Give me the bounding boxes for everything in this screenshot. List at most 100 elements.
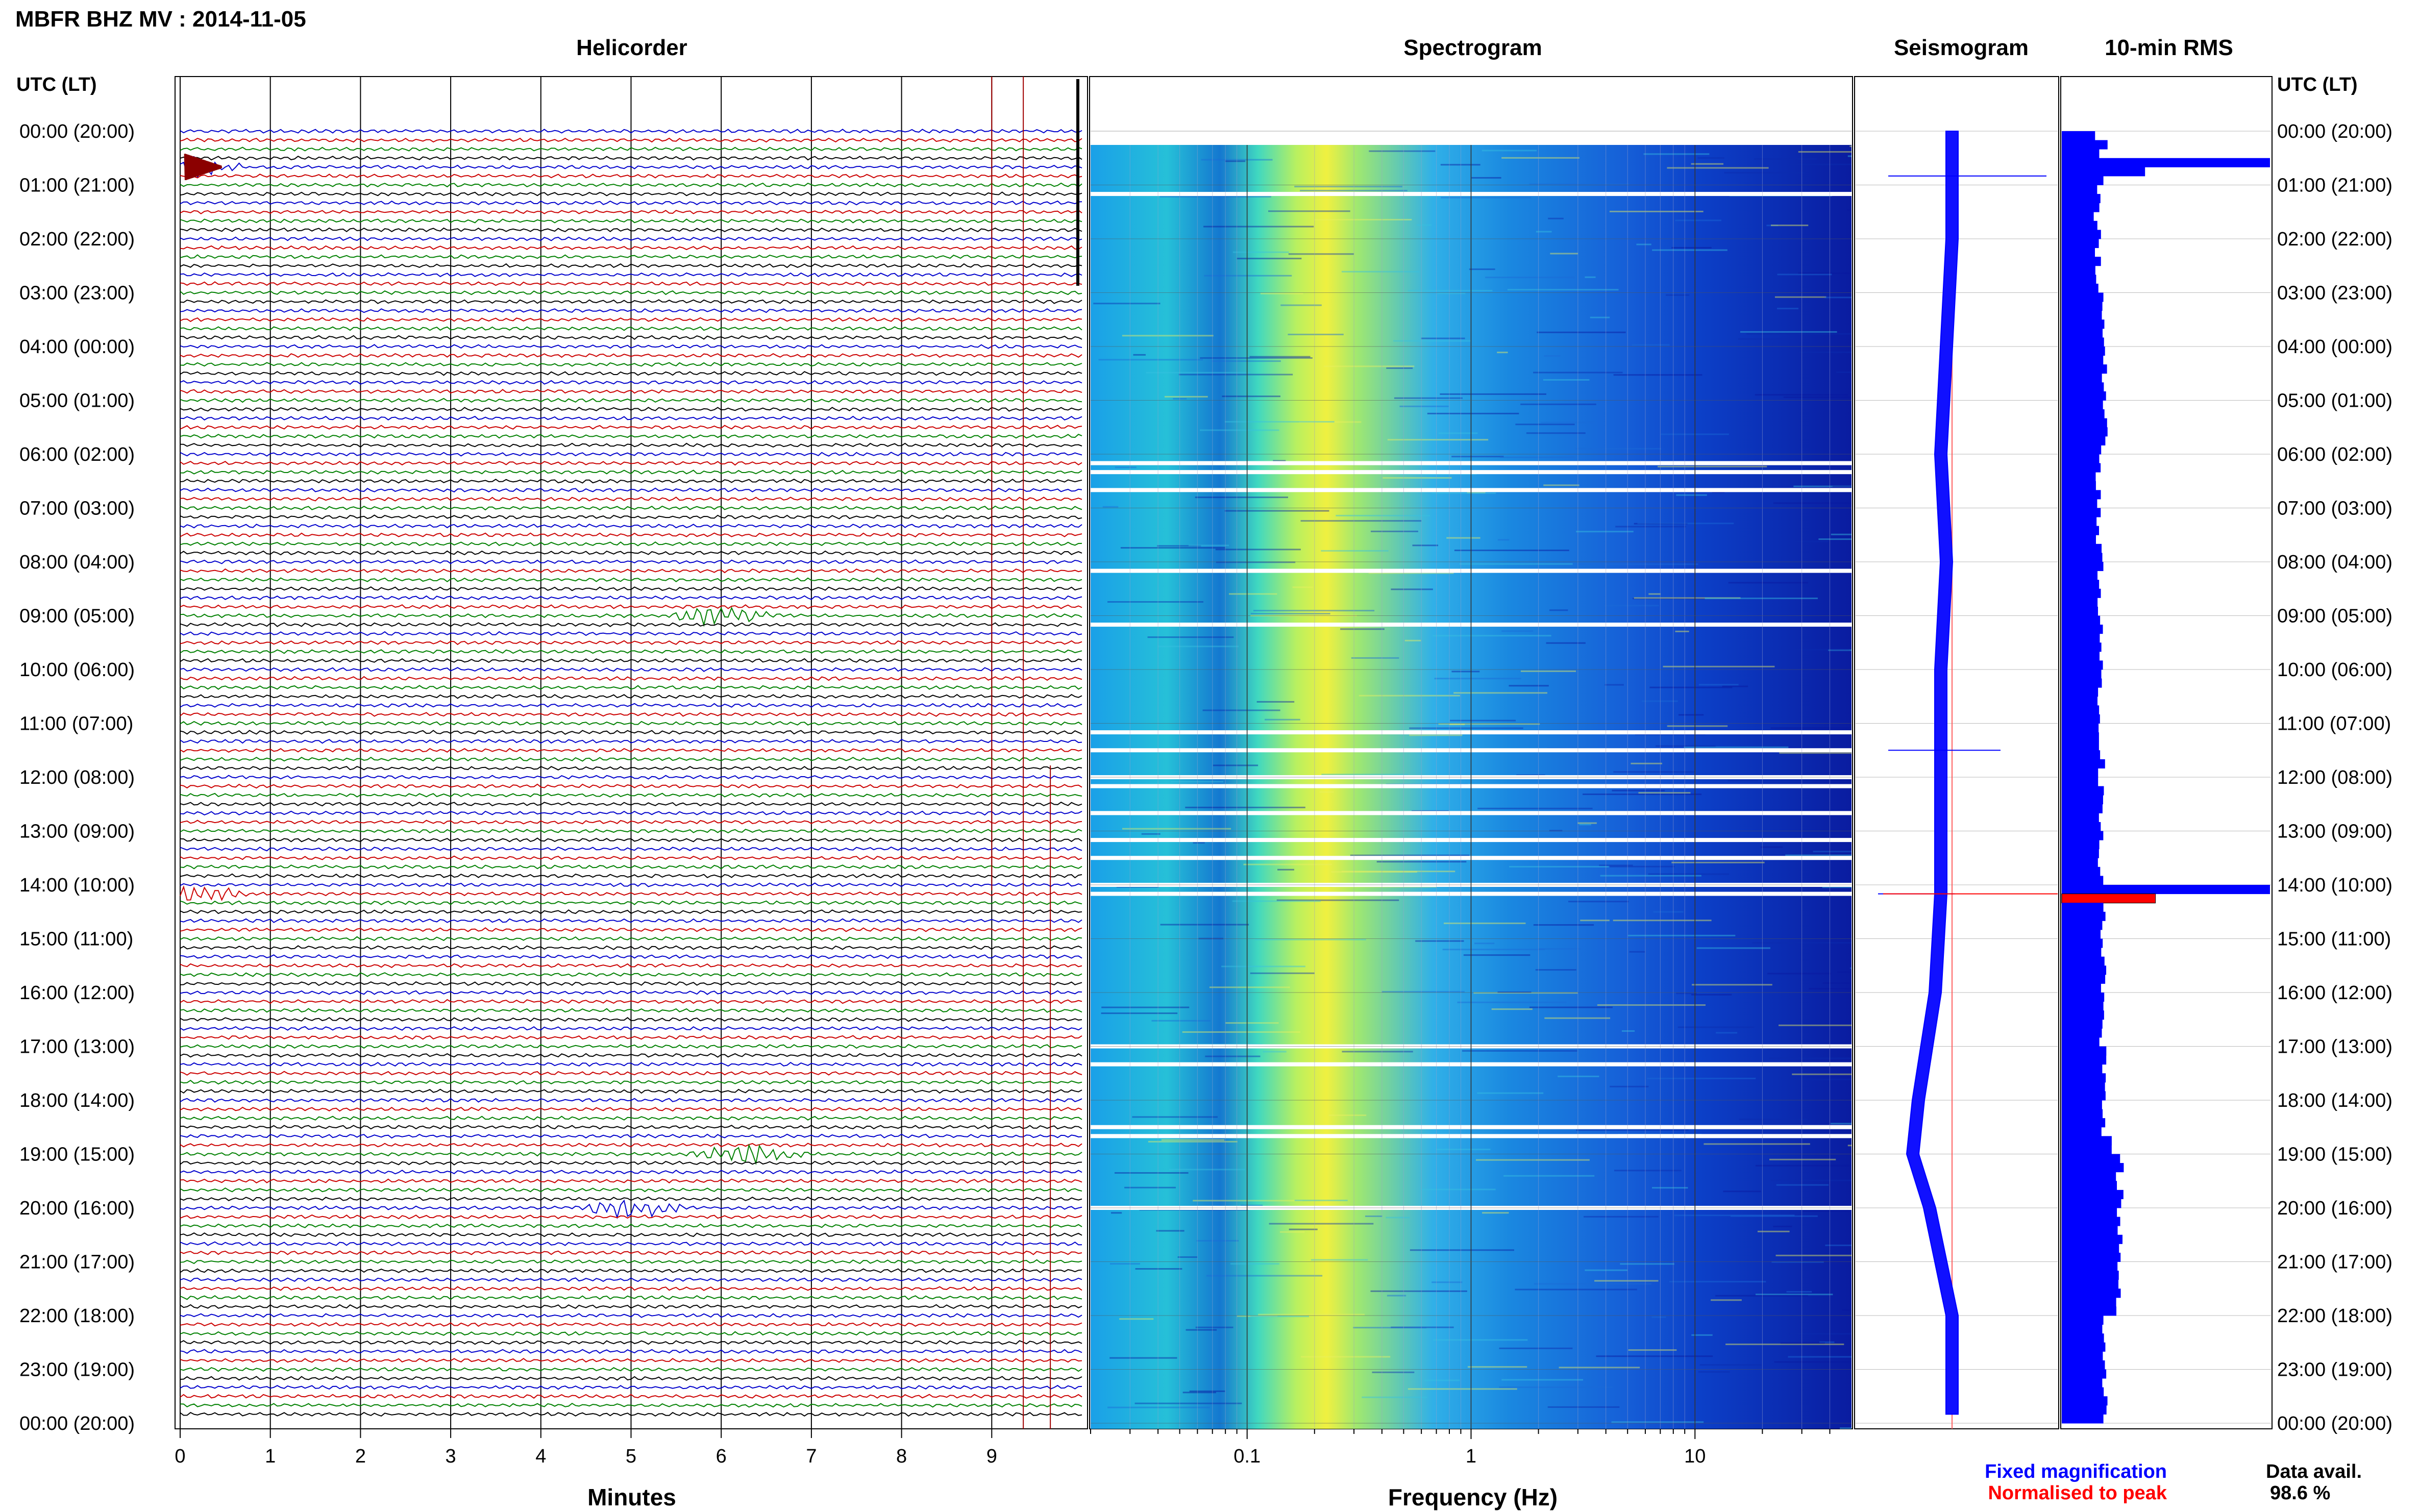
helicorder-trace [180,882,1082,887]
spectrogram-streak [1421,1188,1496,1191]
helicorder-trace [180,640,1082,646]
spectrogram-streak [1135,1268,1182,1270]
spectrogram-streak [1576,531,1634,533]
spectrogram-streak [1102,506,1119,508]
helicorder-trace [180,389,1082,394]
rms-bar [2062,140,2108,150]
time-label-right: 00:00 (20:00) [2277,121,2392,142]
data-availability-label: Data avail. [2266,1461,2362,1482]
rms-bar [2062,454,2100,464]
spectrogram-streak [1459,563,1573,565]
spectrogram-streak [1613,771,1694,773]
rms-bar [2062,921,2103,930]
rms-bar [2062,418,2107,428]
spectrogram-streak [1847,209,1852,211]
spectrogram-streak [1798,351,1852,353]
spectrogram-streak [1656,745,1716,747]
rms-bar [2062,1019,2103,1029]
helicorder-trace [180,631,1082,636]
spectrogram-streak [1771,1261,1824,1263]
spectrogram-streak [1755,1294,1833,1296]
rms-bar [2062,750,2101,760]
spectrogram-streak [1454,550,1569,552]
rms-bar [2062,1163,2124,1173]
rms-bar [2062,606,2098,616]
helicorder-trace [180,398,1082,403]
helicorder-trace [180,972,1082,977]
spectrogram-streak [1331,871,1417,873]
spectrogram-streak [1638,792,1691,794]
spectrogram-streak [1386,1217,1410,1219]
rms-bar [2062,167,2145,177]
rms-bar [2062,633,2100,643]
helicorder-trace [180,900,1082,906]
spectrogram-streak [1299,421,1362,423]
spectrogram-streak [1549,830,1563,832]
spectrogram-streak [1451,456,1504,458]
time-labels-left: 00:00 (20:00) 01:00 (21:00) 02:00 (22:00) 0… [19,121,135,1434]
spectrogram-streak [1691,1334,1713,1336]
helicorder-trace [180,362,1082,367]
spectrogram-streak [1676,993,1697,995]
spectrogram-streak [1558,1075,1599,1077]
spectrogram-streak [1579,824,1591,826]
spectrogram-streak [1803,1210,1852,1212]
spectrogram-streak [1610,1085,1649,1087]
spectrogram-streak [1212,360,1281,362]
spectrogram-streak [1828,649,1852,651]
helicorder-trace [180,801,1082,807]
rms-bar [2062,813,2099,823]
rms-bar [2062,670,2102,679]
rms-bar [2062,732,2099,742]
rms-bar [2062,391,2106,401]
helicorder-trace [180,864,1082,870]
spectrogram-streak [1603,605,1659,607]
helicorder-trace [180,703,1082,708]
rms-bar [2062,1118,2106,1128]
spectrogram-streak [1636,243,1651,245]
spectrogram-streak [1393,340,1471,342]
spectrogram-streak [1691,163,1724,165]
helicorder-trace [180,469,1082,475]
spectrogram-streak [1370,1290,1467,1292]
time-label-left: 15:00 (11:00) [19,929,133,950]
helicorder-trace [180,1187,1082,1193]
spectrogram-streak [1186,1329,1217,1331]
rms-bar [2062,472,2096,482]
spectrogram-streak [1836,371,1852,374]
rms-bars [2061,131,2270,1424]
spectrogram-streak [1766,225,1779,227]
spectrogram-streak [1497,539,1510,541]
rms-bar [2062,1306,2116,1316]
time-label-right: 22:00 (18:00) [2277,1305,2392,1327]
spectrogram-streak [1485,277,1575,279]
spectrogram-streak [1575,448,1662,450]
spectrogram-streak [1642,700,1678,702]
time-label-left: 18:00 (14:00) [19,1090,135,1111]
time-label-left: 04:00 (00:00) [19,336,135,358]
helicorder-trace [180,1304,1082,1309]
rms-bar [2062,1055,2107,1065]
spectrogram-streak [1667,725,1728,727]
time-label-right: 06:00 (02:00) [2277,444,2392,465]
rms-bar [2062,1145,2112,1154]
spectrogram-streak [1255,938,1366,940]
spectrogram-streak [1674,1214,1795,1217]
seismogram-panel [1854,76,2059,1429]
spectrogram-streak [1204,275,1292,277]
rms-bar [2062,1297,2116,1307]
rms-bar [2062,1405,2107,1415]
rms-bar [2062,1172,2116,1181]
spectrogram-streak [1250,1316,1310,1318]
helicorder-trace [180,885,1082,902]
spectrogram-streak [1647,1077,1756,1079]
helicorder-trace [180,606,1082,627]
spectrogram-streak [1774,296,1826,298]
helicorder-trace [180,1376,1082,1381]
spectrogram-streak [1497,352,1508,354]
spectrogram-streak [1319,791,1334,793]
helicorder-trace [180,532,1082,538]
spectrogram-streak [1783,396,1852,398]
rms-bar [2062,866,2101,876]
spectrogram-streak [1469,268,1495,270]
